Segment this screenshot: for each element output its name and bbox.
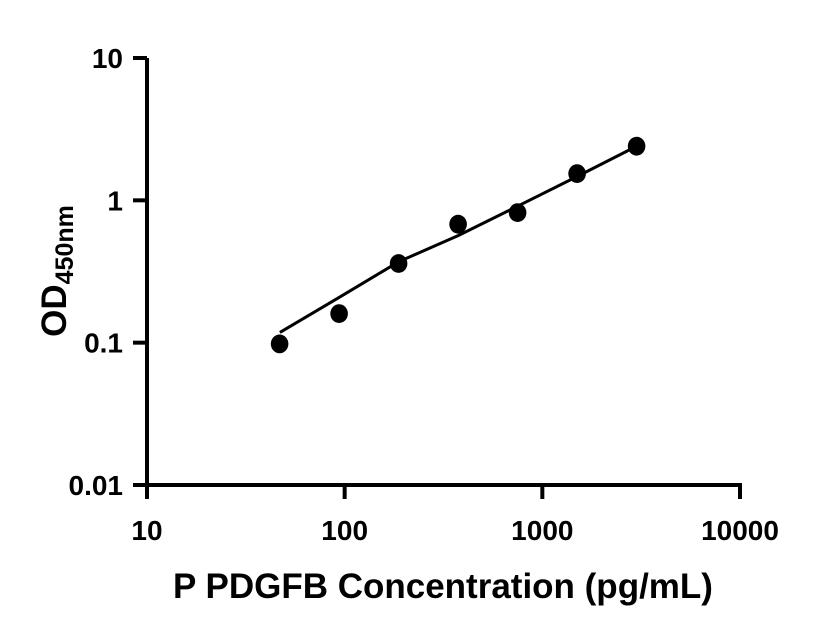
data-point xyxy=(627,136,646,156)
y-tick-label: 0.01 xyxy=(69,470,124,501)
y-axis-title-subscript: 450nm xyxy=(51,205,79,284)
data-point xyxy=(568,164,586,184)
data-point xyxy=(389,254,408,273)
data-point xyxy=(270,334,289,354)
x-tick-label: 1000 xyxy=(511,515,573,546)
y-axis-title-main: OD xyxy=(35,284,74,337)
y-tick-label: 0.1 xyxy=(84,328,123,359)
data-point xyxy=(330,304,348,323)
x-tick-label: 10 xyxy=(131,515,162,546)
y-axis-title: OD450nm xyxy=(35,205,79,337)
data-point xyxy=(508,203,527,223)
data-point xyxy=(449,214,467,234)
x-tick-label: 100 xyxy=(321,515,368,546)
y-tick-label: 10 xyxy=(92,43,123,74)
x-tick-label: 10000 xyxy=(701,515,779,546)
y-tick-label: 1 xyxy=(107,185,123,216)
x-axis-title: P PDGFB Concentration (pg/mL) xyxy=(173,567,713,606)
